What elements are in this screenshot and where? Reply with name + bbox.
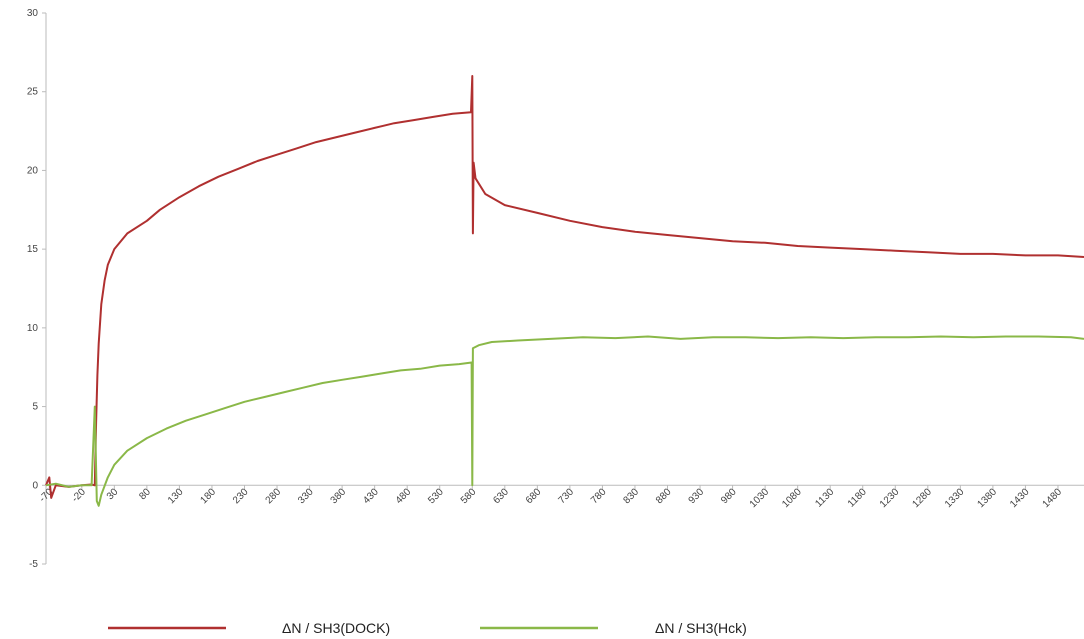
x-tick-label: 680	[524, 486, 544, 506]
x-tick-label: 1230	[878, 486, 902, 510]
x-tick-label: 580	[459, 486, 479, 506]
x-tick-label: 1330	[943, 486, 967, 510]
y-tick-label: 25	[27, 87, 39, 98]
y-tick-label: 15	[27, 244, 39, 255]
y-tick-label: 20	[27, 165, 39, 176]
x-tick-label: 180	[198, 486, 218, 506]
x-tick-label: 1080	[780, 486, 804, 510]
x-tick-label: 480	[394, 486, 414, 506]
y-tick-label: 30	[27, 8, 39, 19]
legend-label-1: ΔN / SH3(DOCK)	[282, 620, 390, 636]
x-tick-label: 430	[361, 486, 381, 506]
x-tick-label: 780	[589, 486, 609, 506]
legend: ΔN / SH3(DOCK) ΔN / SH3(Hck)	[108, 620, 747, 636]
series-line-2	[45, 335, 1084, 507]
x-tick-label: 980	[719, 486, 739, 506]
x-axis: -70 -20 30 80 130 180 230 280 330 380 430 480 530 580…	[37, 484, 1084, 510]
x-tick-label: 1380	[976, 486, 1000, 510]
x-tick-label: -20	[70, 486, 88, 504]
y-tick-label: 5	[32, 402, 38, 413]
x-tick-label: 1430	[1008, 486, 1032, 510]
y-tick-label: 0	[32, 480, 38, 491]
x-tick-label: 1280	[910, 486, 934, 510]
x-tick-label: 630	[491, 486, 511, 506]
series-layer	[45, 75, 1084, 507]
x-tick-label: 1030	[748, 486, 772, 510]
y-axis: -5 0 5 10 15 20 25 30	[27, 8, 47, 570]
x-tick-label: 380	[329, 486, 349, 506]
y-tick-label: 10	[27, 323, 39, 334]
x-tick-label: 280	[264, 486, 284, 506]
x-tick-label: 130	[166, 486, 186, 506]
x-tick-label: 1180	[846, 486, 869, 509]
y-tick-label: -5	[29, 559, 38, 570]
x-tick-label: 80	[137, 486, 153, 502]
x-tick-label: 230	[231, 486, 251, 506]
x-tick-label: 1480	[1041, 486, 1065, 510]
legend-label-2: ΔN / SH3(Hck)	[655, 620, 747, 636]
series-line-1	[45, 75, 1084, 499]
x-tick-label: 1130	[813, 486, 836, 509]
x-tick-label: 830	[622, 486, 642, 506]
x-tick-label: 330	[296, 486, 316, 506]
x-tick-label: 880	[654, 486, 674, 506]
x-tick-label: 930	[687, 486, 707, 506]
x-tick-label: 530	[426, 486, 446, 506]
x-tick-label: 30	[105, 486, 121, 502]
x-tick-label: 730	[556, 486, 576, 506]
